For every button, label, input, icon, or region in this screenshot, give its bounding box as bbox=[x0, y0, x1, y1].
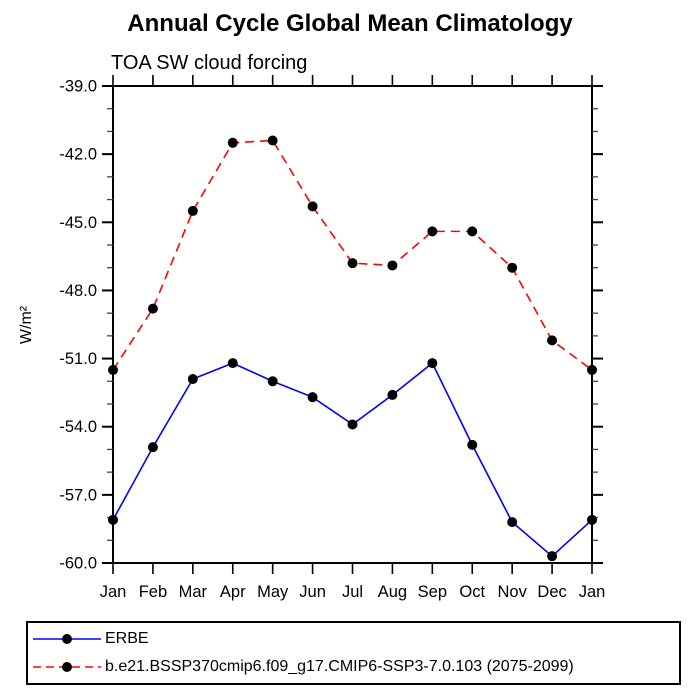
data-point-marker bbox=[387, 260, 398, 271]
chart-title: Annual Cycle Global Mean Climatology bbox=[127, 10, 573, 37]
data-point-marker bbox=[307, 201, 318, 212]
x-tick-label: Dec bbox=[537, 583, 566, 601]
data-series bbox=[108, 135, 597, 562]
legend-marker-dot bbox=[62, 662, 72, 672]
x-tick-label: Jun bbox=[299, 583, 326, 601]
axis-ticks: -39.0 -42.0 -45.0 -48.0 -51.0 -54.0 -57.0 -60.0… bbox=[59, 75, 605, 601]
legend-label-erbe: ERBE bbox=[105, 630, 149, 647]
x-tick-label: Jul bbox=[342, 583, 363, 601]
y-tick-label: -57.0 bbox=[59, 486, 97, 504]
x-tick-label: Nov bbox=[497, 583, 527, 601]
legend-swatch-solid-line bbox=[33, 634, 101, 644]
data-point-marker bbox=[547, 335, 558, 346]
data-point-marker bbox=[507, 517, 518, 528]
data-point-marker bbox=[467, 439, 478, 450]
y-tick-label: -45.0 bbox=[59, 214, 97, 232]
legend-entry-model: b.e21.BSSP370cmip6.f09_g17.CMIP6-SSP3-7.… bbox=[32, 653, 679, 681]
data-point-marker bbox=[267, 135, 278, 146]
x-tick-label: Jan bbox=[100, 583, 127, 601]
x-tick-label: Oct bbox=[459, 583, 485, 601]
legend-marker-dot bbox=[62, 634, 72, 644]
data-point-marker bbox=[227, 358, 238, 369]
series-line-0 bbox=[112, 361, 593, 558]
x-tick-label: Feb bbox=[139, 583, 167, 601]
x-tick-label: Apr bbox=[220, 583, 246, 601]
legend-box: ERBE b.e21.BSSP370cmip6.f09_g17.CMIP6-SS… bbox=[26, 621, 681, 685]
legend-label-model: b.e21.BSSP370cmip6.f09_g17.CMIP6-SSP3-7.… bbox=[105, 658, 574, 675]
data-point-marker bbox=[108, 514, 118, 525]
chart-subtitle: TOA SW cloud forcing bbox=[111, 52, 308, 74]
data-point-marker bbox=[587, 364, 597, 375]
data-point-marker bbox=[347, 419, 358, 430]
data-point-marker bbox=[147, 442, 158, 453]
y-tick-label: -48.0 bbox=[59, 282, 97, 300]
x-tick-label: Sep bbox=[418, 583, 447, 601]
data-point-marker bbox=[547, 551, 558, 562]
y-tick-label: -39.0 bbox=[59, 78, 97, 96]
plot-frame bbox=[112, 85, 593, 564]
series-line-1 bbox=[112, 139, 593, 371]
data-point-marker bbox=[467, 226, 478, 237]
y-tick-label: -60.0 bbox=[59, 555, 97, 573]
data-point-marker bbox=[147, 303, 158, 314]
x-tick-label: Jan bbox=[579, 583, 606, 601]
data-point-marker bbox=[307, 392, 318, 403]
data-point-marker bbox=[108, 364, 118, 375]
y-tick-label: -51.0 bbox=[59, 350, 97, 368]
y-tick-label: -42.0 bbox=[59, 146, 97, 164]
x-tick-label: May bbox=[257, 583, 289, 601]
data-point-marker bbox=[587, 514, 597, 525]
legend-entry-erbe: ERBE bbox=[32, 625, 679, 653]
data-point-marker bbox=[267, 376, 278, 387]
legend-swatch-dashed-line bbox=[33, 662, 101, 672]
data-point-marker bbox=[427, 226, 438, 237]
data-point-marker bbox=[427, 358, 438, 369]
data-point-marker bbox=[347, 258, 358, 269]
y-tick-label: -54.0 bbox=[59, 418, 97, 436]
x-tick-label: Aug bbox=[378, 583, 407, 601]
data-point-marker bbox=[187, 374, 198, 385]
x-tick-label: Mar bbox=[179, 583, 208, 601]
data-point-marker bbox=[187, 205, 198, 216]
data-point-marker bbox=[387, 389, 398, 400]
data-point-marker bbox=[227, 137, 238, 148]
data-point-marker bbox=[507, 262, 518, 273]
